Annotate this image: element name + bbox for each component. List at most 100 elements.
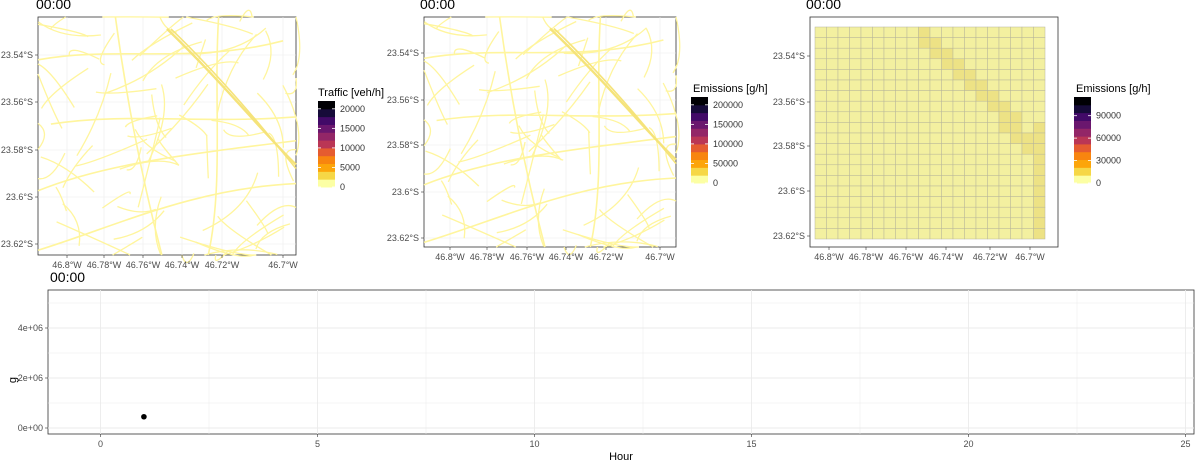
road-segment [598, 209, 654, 248]
emission-cell [906, 100, 919, 113]
emission-cell [918, 47, 931, 60]
emission-cell [941, 185, 954, 197]
y-tick-label: 23.6°S [6, 192, 33, 202]
road-segment [195, 241, 255, 257]
emission-cell [860, 132, 873, 144]
emission-cell [918, 143, 931, 155]
emission-cell [964, 26, 977, 38]
emission-cell [814, 196, 827, 208]
emission-cell [1010, 206, 1023, 219]
road-highway [166, 28, 297, 166]
road-segment [423, 69, 448, 125]
emission-cell [883, 111, 896, 123]
emission-cell [895, 100, 908, 113]
road-segment [596, 242, 610, 253]
emission-cell [975, 58, 988, 70]
emission-cell [837, 58, 850, 70]
road-segment [134, 129, 176, 162]
emission-cell [872, 185, 885, 197]
emission-cell [952, 69, 965, 81]
emission-cell [964, 164, 977, 176]
emission-cell [1010, 228, 1023, 240]
emission-cell [895, 79, 908, 91]
emission-cell [849, 47, 862, 60]
emission-cell [975, 79, 988, 91]
emission-cell [964, 185, 977, 197]
emission-cell [814, 153, 827, 166]
emission-cell [987, 58, 1000, 70]
y-tick-label: 23.54°S [1, 50, 33, 60]
emission-cell [1021, 47, 1034, 60]
emission-cell [941, 69, 954, 81]
emission-cell [837, 90, 850, 102]
emission-cell [837, 196, 850, 208]
legend-color-step [1074, 112, 1091, 121]
emission-cell [987, 132, 1000, 144]
emission-cell [883, 175, 896, 187]
emission-cell [918, 69, 931, 81]
emission-cell [964, 90, 977, 102]
emission-cell [929, 175, 942, 187]
emission-cell [1021, 164, 1034, 176]
legend-color-step [691, 143, 708, 153]
emissions-grid-y-ticks: 23.54°S 23.56°S 23.58°S 23.6°S 23.62°S [773, 51, 810, 241]
emission-cell [906, 132, 919, 144]
emission-cell [906, 111, 919, 123]
grid-legend: 90000 60000 30000 0 [1074, 97, 1121, 188]
emission-cell [883, 206, 896, 219]
y-tick-label: 23.58°S [773, 141, 805, 151]
emission-cell [941, 47, 954, 60]
emission-cell [975, 69, 988, 81]
road-segment [126, 147, 142, 171]
road-segment [95, 88, 157, 94]
road-segment [528, 81, 591, 153]
hourly-scatter-title: 00:00 [50, 269, 85, 285]
emission-cell [975, 228, 988, 240]
emission-cell [1033, 175, 1046, 187]
emission-cell [826, 143, 839, 155]
emission-cell [872, 143, 885, 155]
emission-cell [918, 196, 931, 208]
emission-cell [826, 153, 839, 166]
y-tick-label: 23.58°S [387, 140, 419, 150]
emission-cell [849, 79, 862, 91]
road-segment [119, 160, 180, 170]
emission-cell [906, 196, 919, 208]
emission-cell [998, 58, 1011, 70]
road-segment [178, 114, 208, 137]
emission-cell [1021, 90, 1034, 102]
road-segment [68, 49, 100, 60]
emission-cell [1010, 185, 1023, 197]
emission-cell [998, 143, 1011, 155]
legend-color-step [318, 101, 335, 110]
emission-cell [1010, 69, 1023, 81]
emission-cell [929, 58, 942, 70]
legend-label: 5000 [340, 162, 360, 172]
emission-cell [1033, 228, 1046, 240]
legend-color-step [1074, 151, 1091, 161]
emission-cell [1033, 90, 1046, 102]
emission-cell [849, 90, 862, 102]
emission-cell [998, 164, 1011, 176]
emission-cell [952, 153, 965, 166]
emission-cell [895, 132, 908, 144]
emission-cell [987, 153, 1000, 166]
hourly-scatter-y-ticks: 0e+00 2e+06 4e+06 [18, 323, 48, 433]
emission-cell [826, 69, 839, 81]
emission-cell [872, 69, 885, 81]
emission-cell [1033, 47, 1046, 60]
emission-cell [987, 143, 1000, 155]
road-segment [508, 111, 542, 124]
emission-cell [826, 90, 839, 102]
emission-cell [964, 58, 977, 70]
emission-cell [998, 69, 1011, 81]
emission-cell [941, 217, 954, 229]
road-segment [216, 33, 258, 115]
road-segment [522, 16, 568, 56]
emission-cell [872, 122, 885, 134]
emissions-grid-panel: 00:00 46.8°W 46.78°W 46.76°W 46.74°W 46.72°W… [773, 0, 1151, 262]
road-segment [223, 129, 265, 137]
road-segment [245, 200, 269, 235]
road-artery [37, 40, 284, 61]
traffic-map-panel: 00:00 46.8°W 46.78°W 46.76°W 46.74°W 46.72°W… [1, 0, 384, 270]
